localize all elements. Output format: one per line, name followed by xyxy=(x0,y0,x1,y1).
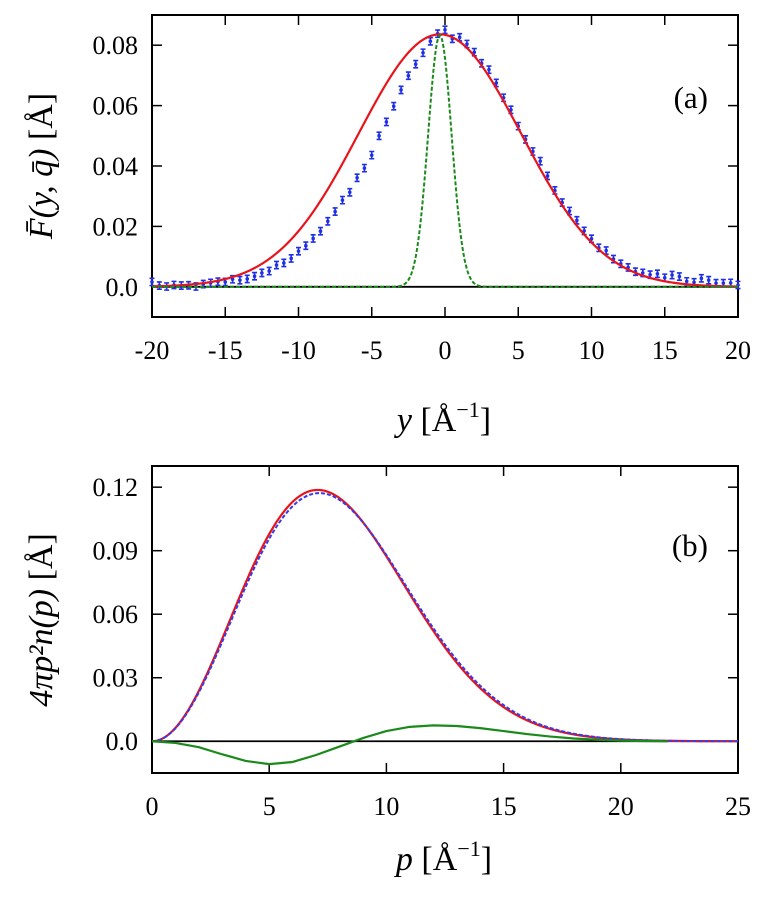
data-point xyxy=(245,277,250,281)
panel-a-ytick-label: 0.0 xyxy=(106,273,139,302)
data-point xyxy=(699,276,704,281)
data-point xyxy=(589,236,594,241)
data-point xyxy=(714,281,718,285)
panel-b-series-0-curve xyxy=(151,488,738,743)
panel-b-xtick-label: 15 xyxy=(491,792,517,821)
panel-a: -20 -15 -10 -5 0 5 10 15 20 0.0 0.02 0.04 0.06 0.08 (… xyxy=(23,14,751,439)
data-point xyxy=(472,50,477,54)
panel-a-ytick-label: 0.08 xyxy=(93,31,139,60)
panel-b: 0 5 10 15 20 25 0.0 0.03 0.06 0.09 0.12 (b) p [Å−1… xyxy=(23,465,751,878)
data-point xyxy=(567,209,572,213)
data-point xyxy=(333,209,337,214)
data-point xyxy=(223,280,228,284)
data-point xyxy=(391,104,396,109)
data-point xyxy=(457,35,462,40)
panel-a-xtick-label: 10 xyxy=(579,336,605,365)
panel-b-frame xyxy=(151,465,739,774)
panel-a-xlabel: y [Å−1] xyxy=(394,397,491,439)
panel-b-ticks: 0 5 10 15 20 25 0.0 0.03 0.06 0.09 0.12 xyxy=(93,466,751,821)
panel-a-xtick-label: -5 xyxy=(361,336,383,365)
panel-b-xlabel: p [Å−1] xyxy=(394,836,492,878)
panel-a-xtick-label: -10 xyxy=(281,336,316,365)
data-point xyxy=(677,274,682,279)
data-point xyxy=(252,274,257,279)
data-point xyxy=(692,280,696,285)
data-point xyxy=(538,159,543,163)
panel-a-xtick-label: 20 xyxy=(725,336,751,365)
panel-a-ticks: -20 -15 -10 -5 0 5 10 15 20 0.0 0.02 0.04 0.06 0.08 xyxy=(93,15,751,365)
data-point xyxy=(706,278,711,282)
panel-b-ytick-label: 0.12 xyxy=(93,473,139,502)
data-point xyxy=(648,272,652,277)
data-point xyxy=(421,50,425,55)
data-point xyxy=(326,219,330,224)
panel-b-ytick-label: 0.03 xyxy=(93,664,139,693)
panel-a-ytick-label: 0.02 xyxy=(93,212,139,241)
panel-b-label: (b) xyxy=(672,528,708,563)
data-point xyxy=(662,275,667,280)
data-point xyxy=(655,272,660,276)
data-point xyxy=(721,281,726,285)
panel-b-xtick-label: 10 xyxy=(373,792,399,821)
panel-a-xtick-label: -15 xyxy=(208,336,243,365)
panel-a-series-2-curve xyxy=(152,34,738,288)
data-point xyxy=(604,248,608,253)
data-point xyxy=(384,120,389,124)
data-point xyxy=(494,81,499,85)
panel-a-xtick-label: -20 xyxy=(135,336,170,365)
data-point xyxy=(399,88,403,92)
data-point xyxy=(575,218,579,223)
panel-a-series xyxy=(149,25,741,291)
panel-a-label: (a) xyxy=(674,80,708,115)
data-point xyxy=(465,42,469,46)
data-point xyxy=(640,271,645,275)
panel-b-series-1-curve xyxy=(151,492,738,743)
data-point xyxy=(289,256,293,261)
data-point xyxy=(369,153,374,157)
panel-b-ytick-label: 0.06 xyxy=(93,600,139,629)
data-point xyxy=(362,166,367,170)
data-point xyxy=(428,39,433,44)
data-point xyxy=(487,67,491,72)
panel-a-ylabel: F̄(y, q̄) [Å] xyxy=(23,93,60,240)
panel-b-ytick-label: 0.09 xyxy=(93,537,139,566)
data-point xyxy=(296,249,301,253)
panel-a-xtick-label: 0 xyxy=(439,336,452,365)
data-point xyxy=(545,174,550,178)
data-point xyxy=(304,243,308,248)
data-point xyxy=(413,62,418,67)
data-point xyxy=(728,281,733,285)
panel-b-series-2-curve xyxy=(151,724,668,766)
panel-b-xtick-label: 25 xyxy=(725,792,751,821)
data-point xyxy=(347,190,352,195)
panel-a-xtick-label: 5 xyxy=(512,336,525,365)
data-point xyxy=(377,134,381,138)
panel-b-xtick-label: 20 xyxy=(608,792,634,821)
panel-b-ytick-label: 0.0 xyxy=(106,727,139,756)
data-point xyxy=(267,269,272,273)
data-point xyxy=(150,280,154,284)
data-point xyxy=(340,198,345,202)
data-point xyxy=(406,73,411,78)
data-point xyxy=(311,236,315,241)
panel-b-ylabel: 4πp²n(p) [Å] xyxy=(23,533,60,707)
data-point xyxy=(274,263,279,267)
panel-b-xtick-label: 5 xyxy=(263,792,276,821)
data-point xyxy=(318,229,323,234)
panel-b-series xyxy=(151,488,738,766)
panel-a-xtick-label: 15 xyxy=(652,336,678,365)
data-point xyxy=(670,273,674,277)
data-point xyxy=(443,27,447,32)
panel-a-ytick-label: 0.04 xyxy=(93,152,139,181)
data-point xyxy=(684,279,689,284)
panel-a-ytick-label: 0.06 xyxy=(93,92,139,121)
data-point xyxy=(282,261,286,265)
panel-a-series-1-curve xyxy=(151,33,739,288)
data-point xyxy=(238,278,242,282)
data-point xyxy=(355,175,359,180)
panel-b-xtick-label: 0 xyxy=(146,792,159,821)
data-point xyxy=(260,271,264,275)
